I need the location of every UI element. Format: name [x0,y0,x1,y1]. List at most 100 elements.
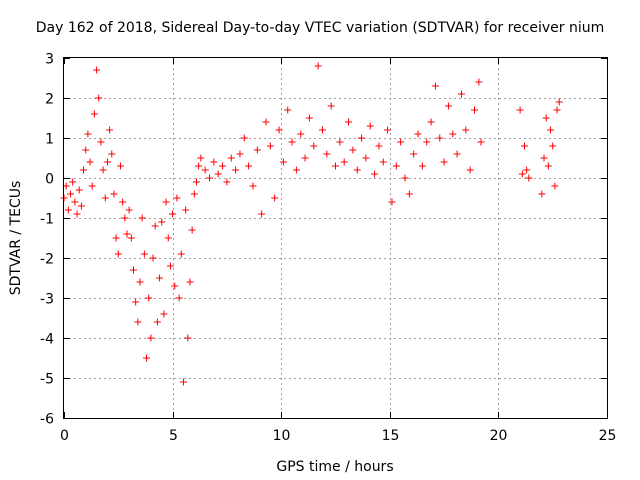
data-point [275,126,283,134]
data-point [292,166,300,174]
data-point [414,130,422,138]
data-point [449,130,457,138]
x-axis-label: GPS time / hours [276,459,393,475]
data-point [358,134,366,142]
data-point [86,158,94,166]
data-point [553,106,561,114]
data-point [169,210,177,218]
data-point [544,162,552,170]
data-point [540,154,548,162]
data-point [523,166,531,174]
y-axis-label: SDTVAR / TECUs [8,181,24,296]
data-point [166,262,174,270]
data-point [143,354,151,362]
data-point [332,162,339,170]
data-point [210,158,218,166]
data-point [520,142,528,150]
data-point [175,294,183,302]
data-point [162,198,170,206]
data-point [305,114,313,122]
data-point [156,274,164,282]
data-point [110,190,118,198]
data-point [240,134,248,142]
data-point [453,150,461,158]
y-tick-label: -5 [40,372,54,388]
data-point [103,158,111,166]
y-tick-label: -4 [40,332,54,348]
data-point [125,206,133,214]
data-point [427,118,435,126]
gridlines [64,58,607,418]
data-point [145,294,153,302]
data-point [140,250,148,258]
data-point [134,318,142,326]
y-tick-label: -2 [40,252,54,268]
data-point [314,62,322,70]
data-point [462,126,470,134]
data-point [288,138,296,146]
data-point [232,166,240,174]
data-point [310,142,318,150]
data-point [179,378,187,386]
data-point [80,166,88,174]
data-point [258,210,266,218]
data-point [153,318,161,326]
data-point [190,190,198,198]
data-point [164,234,172,242]
data-point [466,166,474,174]
data-point [371,170,379,178]
data-point [173,194,181,202]
data-point [279,158,287,166]
data-point [538,190,546,198]
data-point [90,110,98,118]
data-point [555,98,563,106]
data-point [245,162,253,170]
data-point [431,82,439,90]
data-point [340,158,348,166]
data-point [206,174,214,182]
data-point [171,282,179,290]
y-tick-label: 2 [45,92,54,108]
data-point [184,334,192,342]
data-point [547,126,555,134]
data-point [130,266,138,274]
data-point [223,178,231,186]
data-point [101,194,109,202]
data-point [67,190,75,198]
plot-frame [63,57,608,419]
data-point [440,158,448,166]
data-point [219,162,227,170]
data-point [477,138,485,146]
data-point [475,78,483,86]
data-point [214,170,222,178]
data-point [195,162,203,170]
data-point [132,298,140,306]
data-point [362,154,370,162]
data-point [106,126,114,134]
y-tick-label: 1 [45,132,54,148]
data-point [138,214,146,222]
y-tick-label: 3 [45,52,54,68]
data-point [542,114,550,122]
data-point [518,170,526,178]
data-point [525,174,533,182]
data-point [123,230,131,238]
data-point [201,166,209,174]
data-point [197,154,205,162]
axis-ticks: 0 5 10 15 20 25 -6 -5 -4 -3 -2 -1 0 1 2 3 [40,52,616,445]
data-point [71,198,79,206]
data-point [327,102,335,110]
x-tick-label: 25 [599,428,617,444]
data-point [116,162,124,170]
data-points [60,62,563,386]
data-point [401,174,409,182]
data-point [82,146,90,154]
data-point [121,214,129,222]
data-point [266,142,274,150]
data-point [112,234,120,242]
data-point [114,250,122,258]
chart-title: Day 162 of 2018, Sidereal Day-to-day VTE… [36,20,605,36]
data-point [297,130,305,138]
data-point [97,138,105,146]
data-point [95,94,103,102]
